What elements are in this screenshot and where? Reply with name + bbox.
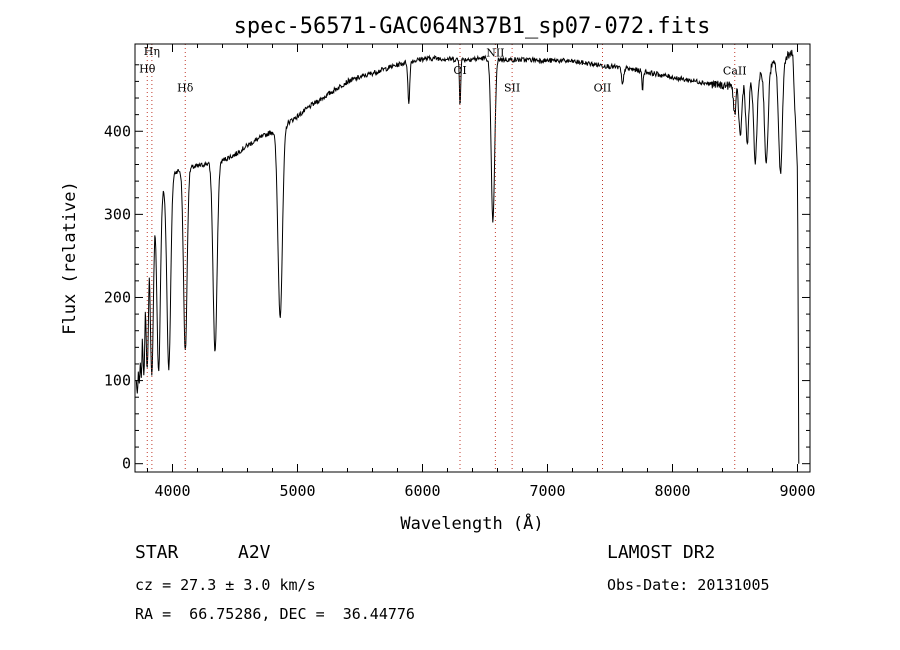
line-marker-label: SII — [504, 81, 520, 94]
x-tick-label: 4000 — [154, 482, 190, 500]
line-marker-label: Hη — [144, 45, 160, 58]
observation-date: Obs-Date: 20131005 — [607, 576, 770, 594]
x-tick-label: 8000 — [654, 482, 690, 500]
chart-title: spec-56571-GAC064N37B1_sp07-072.fits — [234, 14, 711, 39]
line-marker-label: Hθ — [139, 62, 156, 75]
spectral-subclass: A2V — [238, 542, 271, 563]
plot-area: Hη Hθ Hδ OI NII SII OII CaII — [135, 44, 800, 472]
x-tick-label: 9000 — [779, 482, 815, 500]
coordinates: RA = 66.75286, DEC = 36.44776 — [135, 605, 415, 623]
x-tick-label: 6000 — [404, 482, 440, 500]
object-type: STAR — [135, 542, 179, 563]
y-tick-label: 100 — [104, 372, 131, 390]
line-marker-label: Hδ — [177, 81, 194, 94]
x-tick-label: 7000 — [529, 482, 565, 500]
line-marker-label: NII — [486, 46, 504, 59]
y-tick-label: 300 — [104, 205, 131, 223]
y-tick-label: 400 — [104, 122, 131, 140]
y-tick-label: 200 — [104, 288, 131, 306]
x-axis: 4000 5000 6000 7000 8000 9000 — [147, 44, 816, 500]
line-marker-label: OI — [453, 64, 466, 77]
redshift-value: cz = 27.3 ± 3.0 km/s — [135, 576, 316, 594]
spectrum-line — [135, 49, 800, 464]
line-marker-label: CaII — [723, 65, 747, 78]
y-axis: 0 100 200 300 400 — [104, 64, 810, 473]
y-axis-label: Flux (relative) — [60, 181, 80, 335]
x-axis-label: Wavelength (Å) — [400, 512, 543, 534]
x-tick-label: 5000 — [279, 482, 315, 500]
line-marker-label: OII — [594, 81, 612, 94]
plot-frame — [134, 43, 811, 473]
survey-name: LAMOST DR2 — [607, 542, 716, 563]
y-tick-label: 0 — [122, 455, 131, 473]
